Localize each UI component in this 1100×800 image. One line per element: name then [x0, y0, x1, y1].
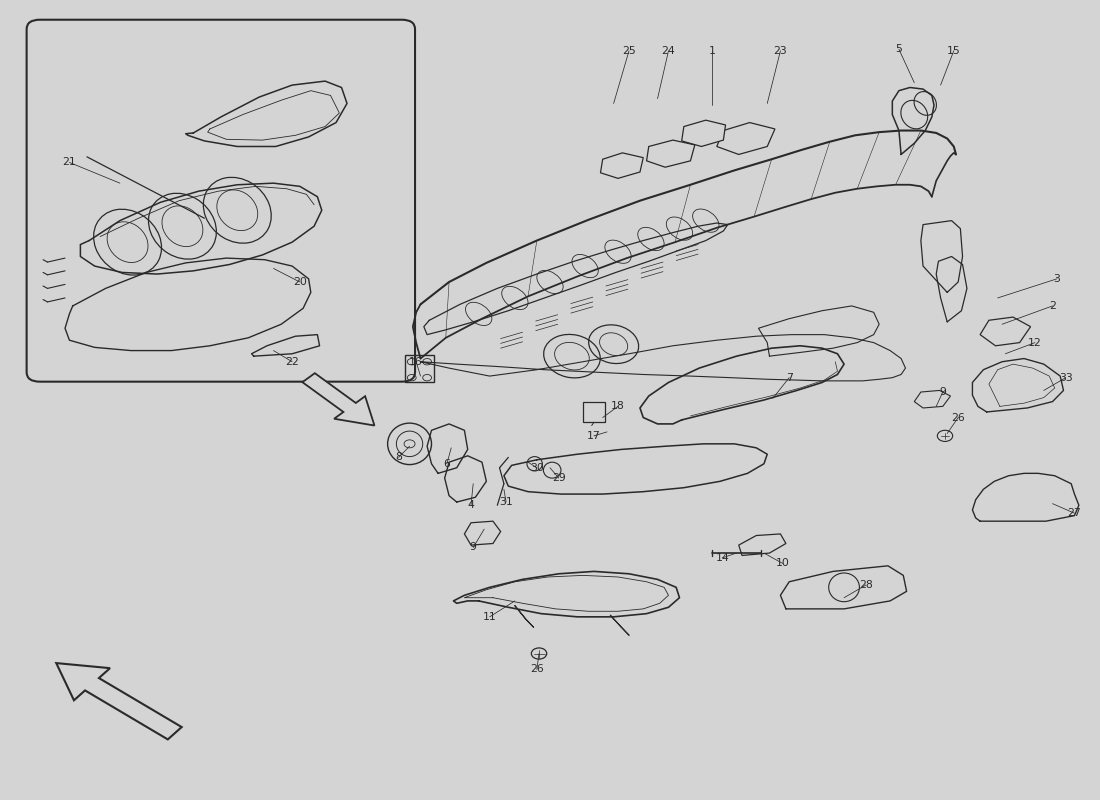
Text: 23: 23: [773, 46, 788, 56]
Text: 26: 26: [530, 665, 543, 674]
Text: 26: 26: [952, 413, 965, 422]
Text: 3: 3: [1054, 274, 1060, 284]
Text: 2: 2: [1049, 301, 1056, 311]
Text: 15: 15: [947, 46, 960, 56]
FancyBboxPatch shape: [26, 20, 415, 382]
FancyArrow shape: [302, 373, 374, 426]
Text: 31: 31: [499, 497, 513, 507]
Text: 17: 17: [587, 431, 601, 441]
Polygon shape: [647, 140, 695, 167]
Text: 7: 7: [785, 373, 793, 382]
Text: 12: 12: [1028, 338, 1042, 347]
Text: 25: 25: [623, 46, 636, 56]
Text: 33: 33: [1059, 373, 1072, 382]
Text: 20: 20: [293, 277, 307, 287]
Polygon shape: [914, 390, 950, 408]
FancyArrow shape: [56, 663, 182, 739]
Text: 8: 8: [395, 452, 402, 462]
Text: 24: 24: [661, 46, 675, 56]
Polygon shape: [717, 122, 774, 154]
Text: 29: 29: [552, 473, 565, 483]
Text: 5: 5: [895, 44, 902, 54]
Text: 9: 9: [470, 542, 476, 553]
Text: 27: 27: [1068, 508, 1081, 518]
Text: 30: 30: [530, 462, 543, 473]
Text: 21: 21: [63, 158, 76, 167]
Text: 16: 16: [409, 357, 424, 366]
Polygon shape: [980, 317, 1031, 346]
Polygon shape: [601, 153, 643, 178]
Bar: [405, 354, 433, 382]
Bar: [583, 402, 605, 422]
Text: 10: 10: [776, 558, 790, 569]
Text: 9: 9: [939, 387, 946, 397]
Polygon shape: [464, 521, 500, 545]
Text: 6: 6: [443, 458, 450, 469]
Text: 14: 14: [715, 553, 729, 563]
Text: 4: 4: [468, 500, 474, 510]
Polygon shape: [739, 534, 785, 555]
Polygon shape: [682, 120, 726, 146]
Text: 11: 11: [483, 612, 496, 622]
Text: 28: 28: [859, 580, 873, 590]
Text: 18: 18: [612, 402, 625, 411]
Text: 1: 1: [710, 46, 716, 56]
Text: 22: 22: [285, 357, 299, 366]
